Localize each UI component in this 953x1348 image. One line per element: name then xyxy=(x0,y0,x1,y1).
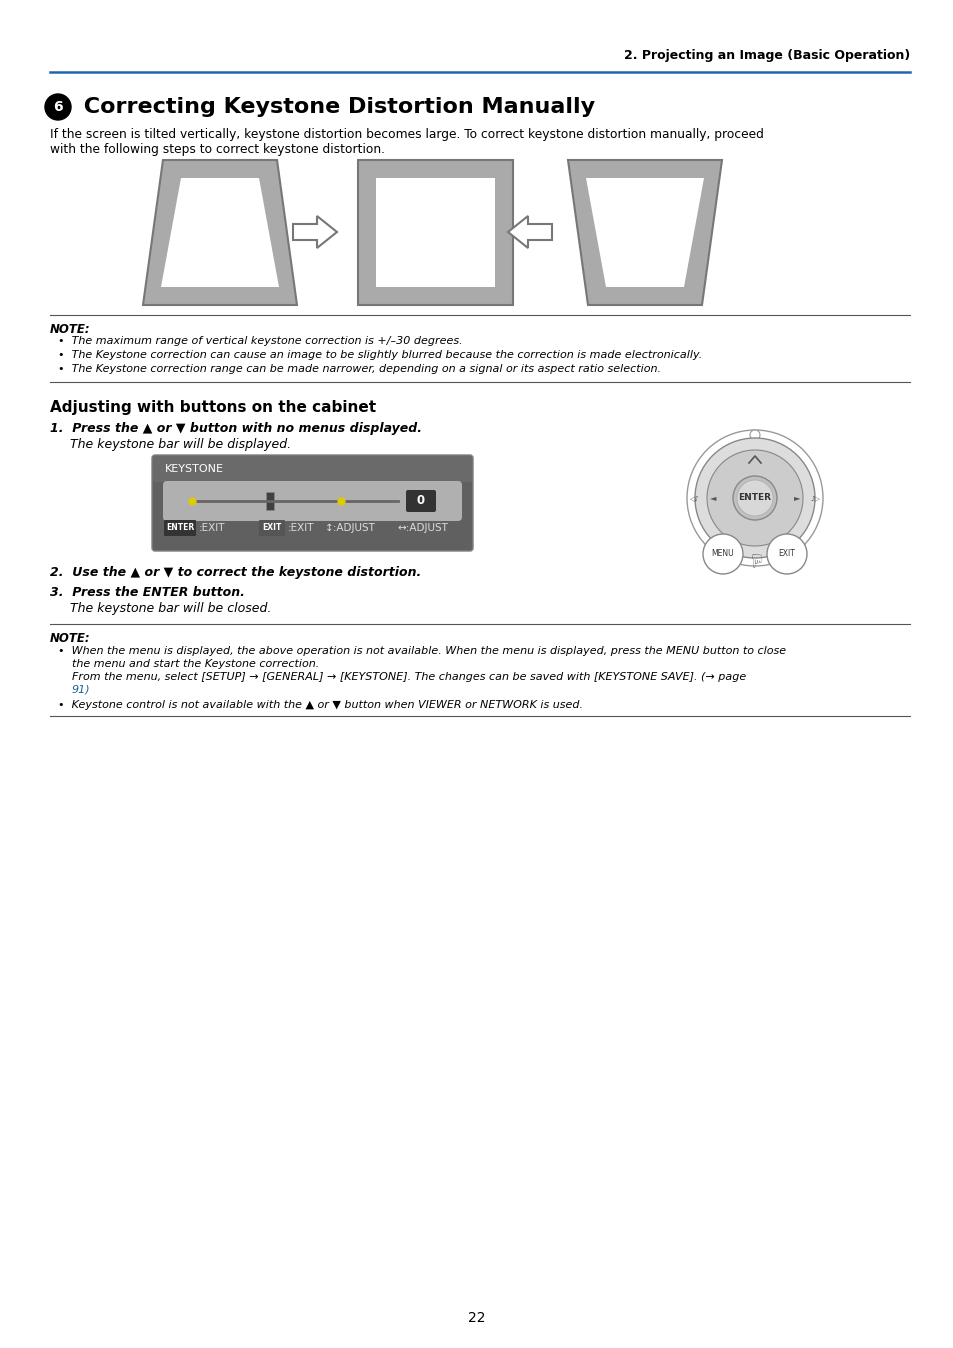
Text: The keystone bar will be displayed.: The keystone bar will be displayed. xyxy=(70,438,291,452)
Text: •  The Keystone correction can cause an image to be slightly blurred because the: • The Keystone correction can cause an i… xyxy=(58,350,701,360)
FancyBboxPatch shape xyxy=(266,492,274,510)
FancyBboxPatch shape xyxy=(163,481,461,520)
Text: Adjusting with buttons on the cabinet: Adjusting with buttons on the cabinet xyxy=(50,400,375,415)
Text: :EXIT: :EXIT xyxy=(199,523,225,532)
Text: 3.  Press the ENTER button.: 3. Press the ENTER button. xyxy=(50,586,245,599)
Circle shape xyxy=(737,480,772,516)
Text: •  The maximum range of vertical keystone correction is +/–30 degrees.: • The maximum range of vertical keystone… xyxy=(58,336,462,346)
FancyBboxPatch shape xyxy=(258,520,285,537)
Text: 91): 91) xyxy=(71,685,91,696)
FancyBboxPatch shape xyxy=(406,491,436,512)
Polygon shape xyxy=(161,178,278,287)
Text: 1.  Press the ▲ or ▼ button with no menus displayed.: 1. Press the ▲ or ▼ button with no menus… xyxy=(50,422,421,435)
Text: NOTE:: NOTE: xyxy=(50,632,91,644)
Text: From the menu, select [SETUP] → [GENERAL] → [KEYSTONE]. The changes can be saved: From the menu, select [SETUP] → [GENERAL… xyxy=(71,673,745,682)
FancyBboxPatch shape xyxy=(164,520,195,537)
Text: 2.  Use the ▲ or ▼ to correct the keystone distortion.: 2. Use the ▲ or ▼ to correct the keyston… xyxy=(50,566,421,580)
Text: •  When the menu is displayed, the above operation is not available. When the me: • When the menu is displayed, the above … xyxy=(58,646,785,656)
Circle shape xyxy=(45,94,71,120)
Circle shape xyxy=(686,430,822,566)
Text: ►: ► xyxy=(793,493,800,503)
Text: ◄: ◄ xyxy=(709,493,716,503)
Text: 22: 22 xyxy=(468,1312,485,1325)
Text: EXIT: EXIT xyxy=(262,523,281,532)
FancyBboxPatch shape xyxy=(152,456,472,483)
Text: ☝: ☝ xyxy=(748,549,760,568)
Text: the menu and start the Keystone correction.: the menu and start the Keystone correcti… xyxy=(71,659,319,669)
Circle shape xyxy=(706,450,802,546)
Text: ♪▷: ♪▷ xyxy=(809,495,819,501)
FancyBboxPatch shape xyxy=(152,456,473,551)
Text: If the screen is tilted vertically, keystone distortion becomes large. To correc: If the screen is tilted vertically, keys… xyxy=(50,128,763,142)
Text: •  The Keystone correction range can be made narrower, depending on a signal or : • The Keystone correction range can be m… xyxy=(58,364,660,373)
Circle shape xyxy=(732,476,776,520)
Polygon shape xyxy=(567,160,721,305)
Text: 2. Projecting an Image (Basic Operation): 2. Projecting an Image (Basic Operation) xyxy=(623,49,909,62)
Text: 0: 0 xyxy=(416,495,425,507)
Text: 6: 6 xyxy=(53,100,63,115)
Text: KEYSTONE: KEYSTONE xyxy=(165,464,224,474)
Circle shape xyxy=(695,438,814,558)
Circle shape xyxy=(749,430,760,439)
Polygon shape xyxy=(293,216,336,248)
Text: Correcting Keystone Distortion Manually: Correcting Keystone Distortion Manually xyxy=(76,97,595,117)
Polygon shape xyxy=(585,178,703,287)
Text: with the following steps to correct keystone distortion.: with the following steps to correct keys… xyxy=(50,143,385,156)
Polygon shape xyxy=(143,160,296,305)
Text: EXIT: EXIT xyxy=(778,550,795,558)
Circle shape xyxy=(702,534,742,574)
Text: ENTER: ENTER xyxy=(166,523,193,532)
Text: MENU: MENU xyxy=(711,550,734,558)
Bar xyxy=(357,160,513,305)
Text: ↔:ADJUST: ↔:ADJUST xyxy=(397,523,448,532)
Text: ↕:ADJUST: ↕:ADJUST xyxy=(324,523,375,532)
Text: ◁♪: ◁♪ xyxy=(689,495,700,501)
Text: :EXIT: :EXIT xyxy=(288,523,314,532)
Text: ENTER: ENTER xyxy=(738,493,771,503)
Text: •  Keystone control is not available with the ▲ or ▼ button when VIEWER or NETWO: • Keystone control is not available with… xyxy=(58,700,582,710)
Text: The keystone bar will be closed.: The keystone bar will be closed. xyxy=(70,603,271,615)
Circle shape xyxy=(766,534,806,574)
Bar xyxy=(375,178,495,287)
Polygon shape xyxy=(507,216,552,248)
Text: NOTE:: NOTE: xyxy=(50,324,91,336)
